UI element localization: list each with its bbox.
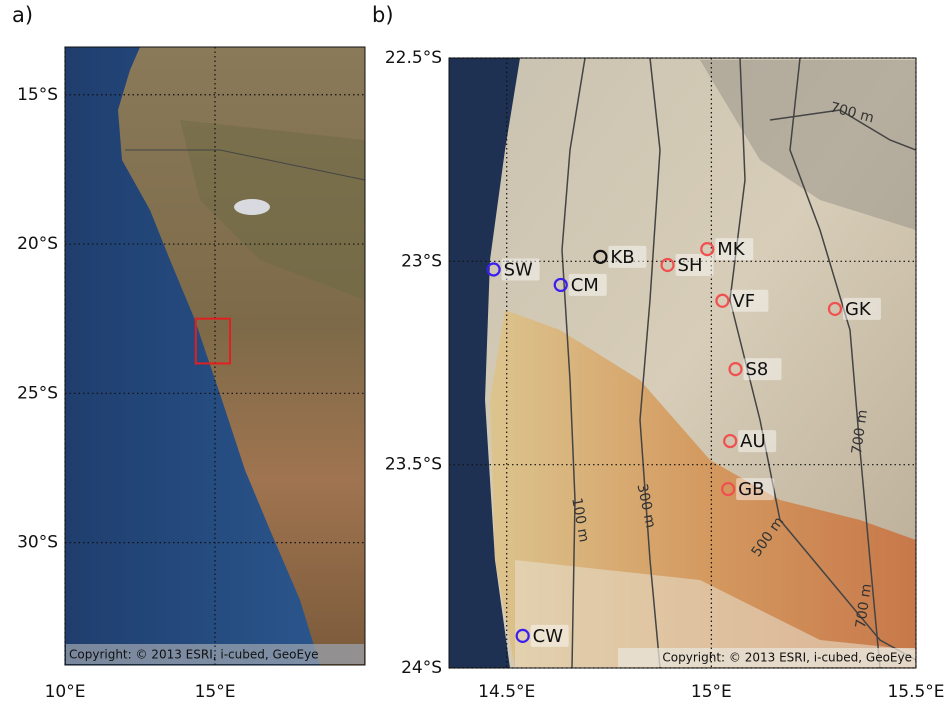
- station-name: GB: [738, 479, 764, 500]
- x-tick-label: 14.5°E: [478, 682, 535, 700]
- station-name: VF: [732, 291, 755, 312]
- station-name: KB: [610, 247, 634, 268]
- y-tick-label: 22.5°S: [385, 48, 442, 68]
- x-tick-label: 10°E: [45, 682, 86, 700]
- panel-label: b): [372, 3, 394, 27]
- copyright: Copyright: © 2013 ESRI, i-cubed, GeoEye: [69, 648, 319, 662]
- y-tick-label: 24°S: [401, 658, 442, 678]
- station-name: SH: [678, 255, 703, 276]
- satellite-image-b: [449, 58, 916, 668]
- station-name: CW: [533, 626, 564, 647]
- y-tick-label: 23°S: [401, 251, 442, 271]
- station-name: AU: [740, 431, 766, 452]
- station-name: S8: [746, 359, 769, 380]
- x-tick-label: 15°E: [195, 682, 236, 700]
- satellite-image-a: [65, 47, 365, 665]
- y-tick-label: 30°S: [17, 533, 58, 553]
- station-name: GK: [845, 299, 872, 320]
- y-tick-label: 23.5°S: [385, 455, 442, 475]
- y-tick-label: 20°S: [17, 234, 58, 254]
- y-tick-label: 25°S: [17, 383, 58, 403]
- station-name: MK: [717, 239, 746, 260]
- x-tick-label: 15.5°E: [887, 682, 944, 700]
- y-tick-label: 15°S: [17, 85, 58, 105]
- station-name: SW: [504, 259, 533, 280]
- copyright: Copyright: © 2013 ESRI, i-cubed, GeoEye: [662, 651, 912, 665]
- x-tick-label: 15°E: [691, 682, 732, 700]
- panel-label: a): [12, 3, 33, 27]
- figure: a) b) Copyright: © 2013 ESRI, i-cubed, G…: [0, 0, 952, 700]
- station-name: CM: [571, 275, 599, 296]
